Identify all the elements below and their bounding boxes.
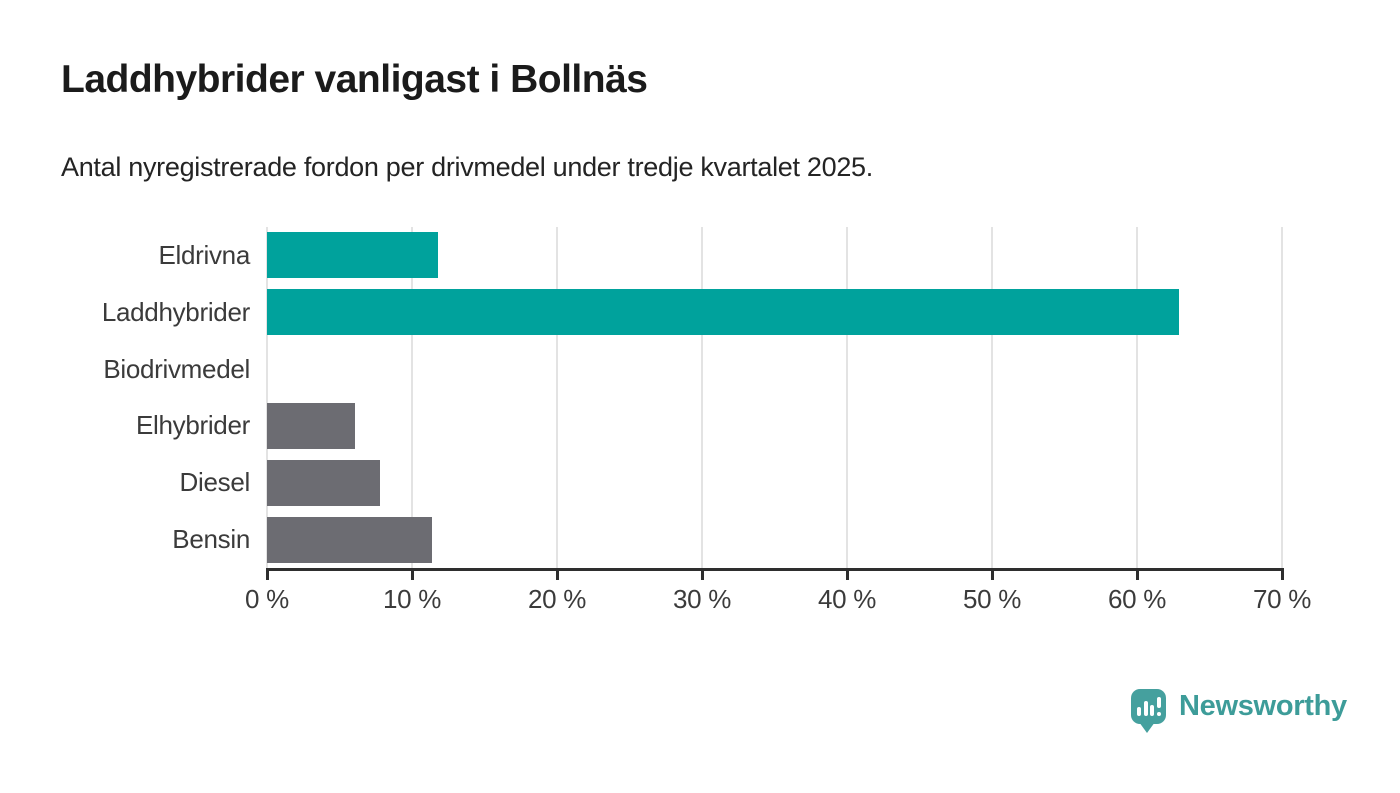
x-axis-tick-label: 60 % [1107,584,1167,614]
chart-title: Laddhybrider vanligast i Bollnäs [61,58,648,101]
x-axis-tick-label: 10 % [382,584,442,614]
x-axis-tick [1280,571,1284,580]
gridline [701,227,703,568]
speech-bubble-tail [1139,722,1155,733]
x-axis-tick-label: 70 % [1252,584,1312,614]
gridline [411,227,413,568]
gridline [1281,227,1283,568]
bar-chart-icon [1137,697,1161,716]
x-axis-tick-label: 20 % [527,584,587,614]
x-axis-line [266,568,1284,571]
gridline [1136,227,1138,568]
x-axis-tick [265,571,269,580]
bar-laddhybrider [267,289,1180,336]
x-axis-tick [555,571,559,580]
x-axis-tick [990,571,994,580]
y-axis-label: Diesel [179,467,251,498]
y-axis-label: Laddhybrider [101,296,250,327]
newsworthy-logo-icon [1131,689,1166,733]
x-axis-tick [410,571,414,580]
x-axis-tick-label: 50 % [962,584,1022,614]
gridline [556,227,558,568]
y-axis-label: Bensin [172,524,250,555]
bar-bensin [267,516,433,563]
y-axis-label: Elhybrider [135,410,250,441]
gridline [846,227,848,568]
gridline [991,227,993,568]
newsworthy-logo: Newsworthy [1131,689,1347,733]
exclamation-icon [1156,697,1161,716]
x-axis-tick-label: 40 % [817,584,877,614]
bar-elhybrider [267,402,356,449]
x-axis-tick-label: 0 % [245,584,289,614]
y-axis-labels: Eldrivna Laddhybrider Biodrivmedel Elhybrid… [0,227,250,568]
bar-diesel [267,459,381,506]
chart-subtitle: Antal nyregistrerade fordon per drivmede… [61,152,873,182]
x-axis-tick [845,571,849,580]
plot-area [266,227,1283,568]
gridline [266,227,268,568]
x-axis-tick [1135,571,1139,580]
y-axis-label: Biodrivmedel [103,353,250,384]
x-axis-tick-label: 30 % [672,584,732,614]
x-axis-tick [700,571,704,580]
y-axis-label: Eldrivna [158,239,250,270]
newsworthy-logo-text: Newsworthy [1179,690,1347,722]
bar-eldrivna [267,232,439,279]
